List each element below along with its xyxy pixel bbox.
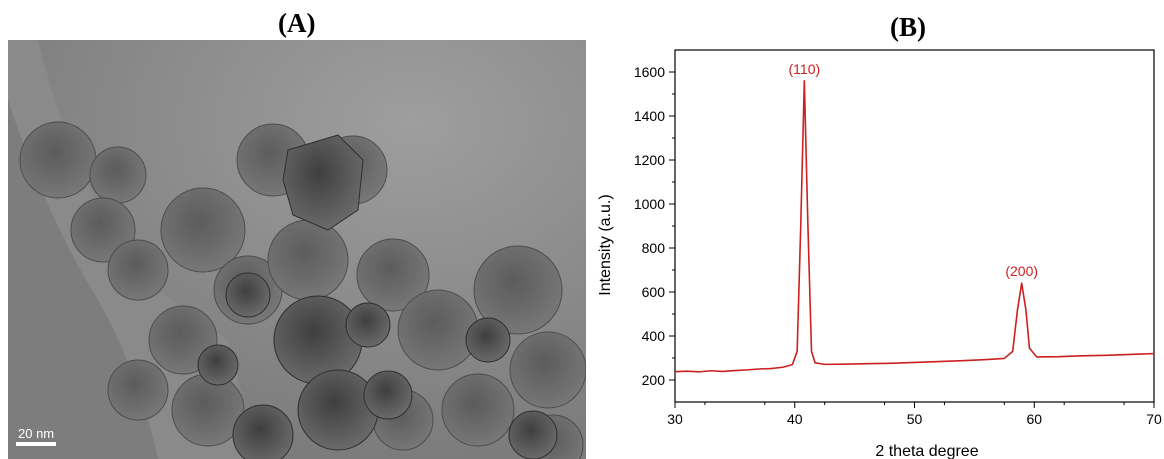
y-tick-label: 600 [642, 284, 666, 300]
x-tick-label: 40 [787, 411, 803, 427]
scale-bar-label: 20 nm [18, 426, 54, 441]
y-tick-label: 1200 [634, 152, 665, 168]
tem-micrograph: 20 nm [8, 40, 586, 459]
y-tick-label: 1600 [634, 64, 665, 80]
chart-annotations: (110) (200) [789, 61, 1039, 279]
x-axis-label: 2 theta degree [875, 443, 978, 459]
x-tick-label: 50 [907, 411, 923, 427]
y-tick-label: 1400 [634, 108, 665, 124]
y-tick-label: 200 [642, 372, 666, 388]
chart-axes [674, 49, 1155, 403]
y-tick-label: 400 [642, 328, 666, 344]
x-axis-ticks: 30 40 50 60 70 [667, 402, 1162, 427]
y-tick-label: 1000 [634, 196, 665, 212]
plot-frame [674, 49, 1155, 403]
xrd-series-line [674, 80, 1155, 373]
peak-label: (200) [1005, 263, 1038, 279]
peak-label: (110) [789, 61, 821, 77]
chart-series [674, 80, 1155, 373]
xrd-chart: 30 40 50 60 70 2004006008001000120014001600 … [597, 49, 1162, 459]
x-tick-label: 60 [1026, 411, 1042, 427]
panel-b-label: (B) [890, 12, 926, 42]
y-axis-ticks: 200 400 600 800 1000 1200 1400 1600 [634, 64, 675, 388]
scale-bar [16, 442, 56, 446]
x-tick-label: 30 [667, 411, 683, 427]
y-axis-label: Intensity (a.u.) [597, 194, 614, 295]
y-tick-label: 800 [642, 240, 666, 256]
x-tick-label: 70 [1146, 411, 1162, 427]
panel-a-label: (A) [278, 8, 316, 38]
